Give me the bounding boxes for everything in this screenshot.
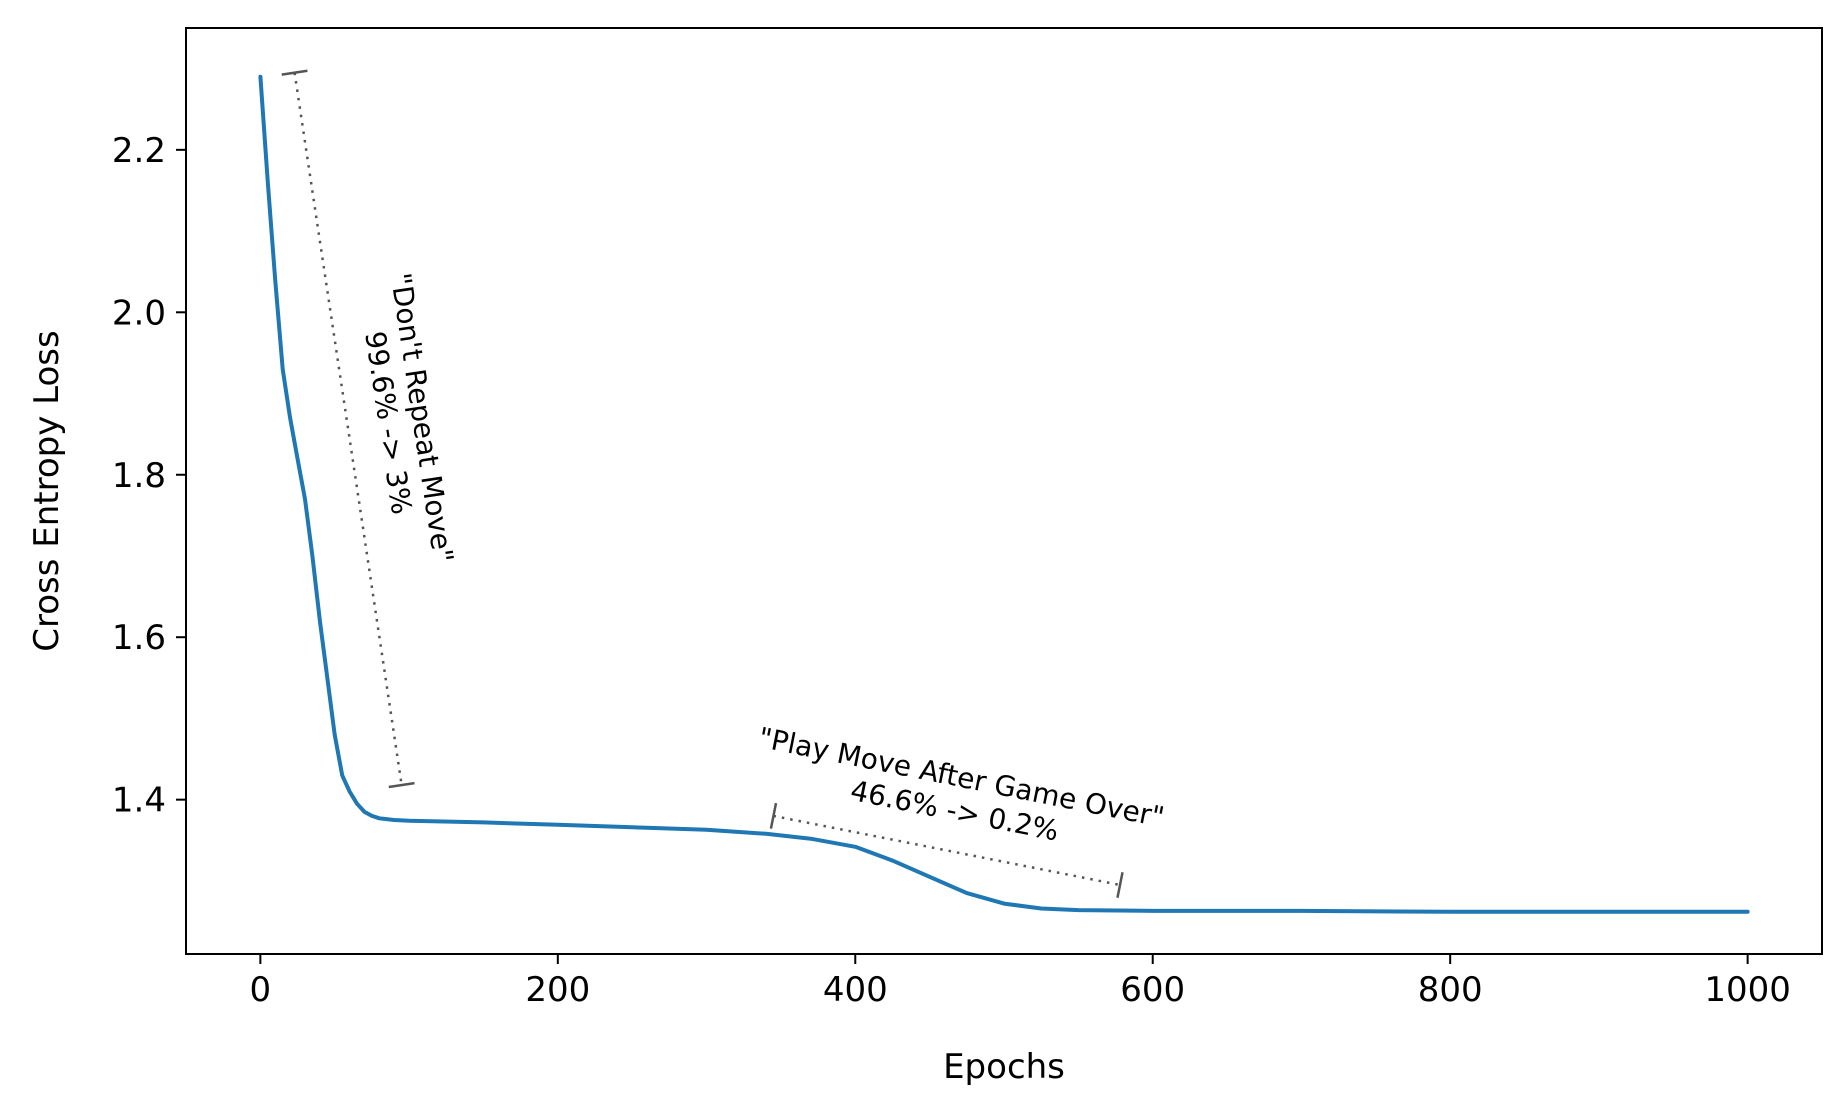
x-tick-label: 800: [1418, 970, 1483, 1010]
y-axis-label: Cross Entropy Loss: [27, 330, 67, 652]
x-tick-label: 1000: [1704, 970, 1791, 1010]
y-tick-label: 1.8: [112, 456, 166, 496]
annotation-bracket-cap: [281, 69, 308, 76]
y-tick-label: 1.4: [112, 781, 166, 821]
annotation-bracket-cap: [769, 802, 778, 829]
x-tick-label: 400: [823, 970, 888, 1010]
annotation-bracket-line: [293, 72, 403, 786]
y-tick-label: 2.0: [112, 293, 166, 333]
plot-frame: [185, 27, 1823, 955]
x-tick-label: 600: [1120, 970, 1185, 1010]
x-tick-label: 0: [250, 970, 272, 1010]
plot-area: [186, 28, 1822, 954]
y-tick-label: 1.6: [112, 618, 166, 658]
x-tick-label: 200: [525, 970, 590, 1010]
annotation-bracket-cap: [1116, 871, 1124, 898]
x-axis-label: Epochs: [943, 1047, 1065, 1087]
loss-series-line: [258, 74, 1750, 914]
annotation-bracket-cap: [388, 781, 415, 789]
y-tick-label: 2.2: [112, 131, 166, 171]
